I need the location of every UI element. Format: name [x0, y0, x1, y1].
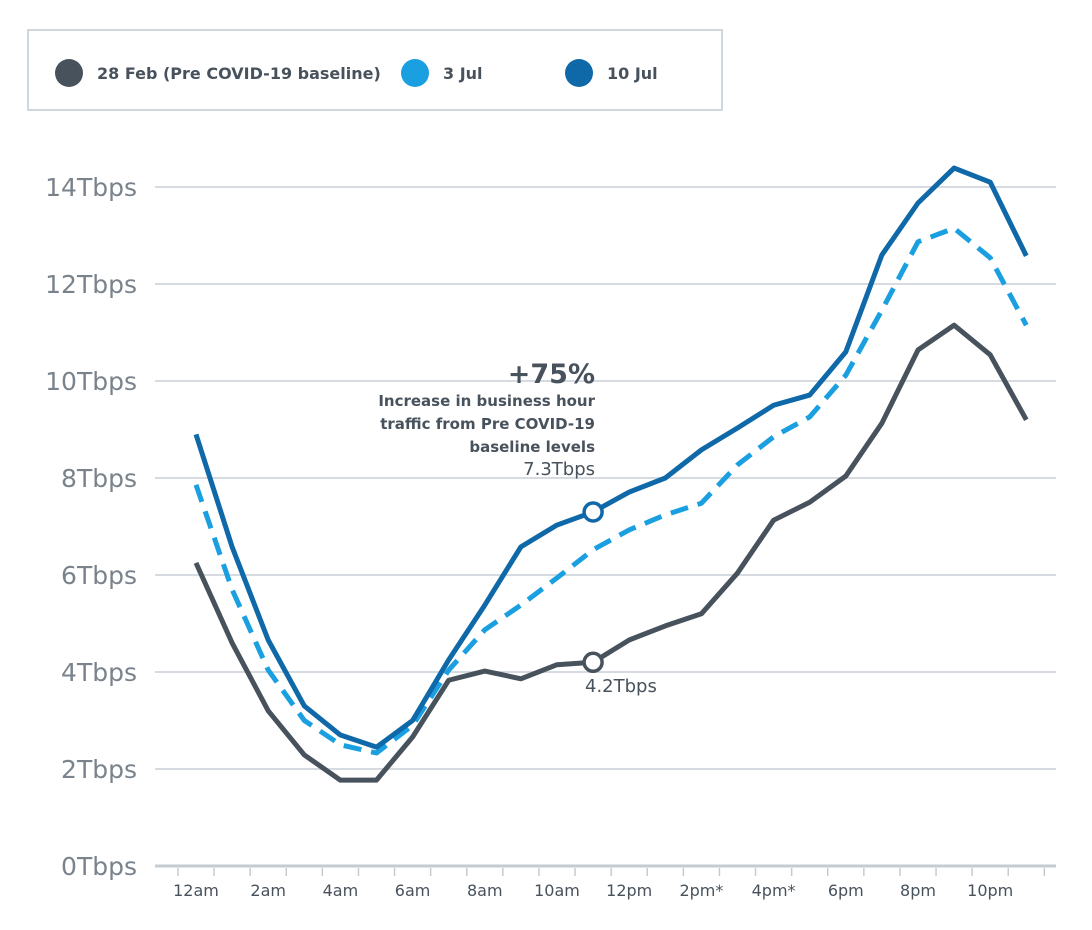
- y-tick-label: 6Tbps: [61, 561, 137, 590]
- annotation-description: traffic from Pre COVID-19: [380, 415, 595, 433]
- series-line-0: [193, 322, 1029, 783]
- legend-item-28feb: 28 Feb (Pre COVID-19 baseline): [55, 59, 381, 87]
- y-tick-label: 10Tbps: [45, 367, 137, 396]
- series-line-1: [193, 225, 1029, 756]
- x-tick-label: 6am: [395, 881, 431, 900]
- x-tick-label: 10pm: [967, 881, 1013, 900]
- x-tick-label: 8am: [467, 881, 503, 900]
- annotation-description: baseline levels: [469, 438, 595, 456]
- x-tick-label: 8pm: [900, 881, 936, 900]
- annotation-headline: +75%: [508, 359, 595, 390]
- legend-swatch-dark: [55, 59, 83, 87]
- legend-label: 10 Jul: [607, 63, 658, 83]
- legend-label: 3 Jul: [443, 63, 483, 83]
- legend-swatch-blue: [565, 59, 593, 87]
- data-point-marker: [582, 501, 604, 523]
- legend-swatch-light: [401, 59, 429, 87]
- x-tick-label: 12am: [173, 881, 219, 900]
- legend-item-3jul: 3 Jul: [401, 59, 483, 87]
- y-tick-label: 0Tbps: [61, 852, 137, 881]
- x-tick-label: 4am: [323, 881, 359, 900]
- legend-item-10jul: 10 Jul: [565, 59, 658, 87]
- x-tick-label: 12pm: [606, 881, 652, 900]
- data-point-marker: [582, 651, 604, 674]
- y-tick-label: 4Tbps: [61, 658, 137, 687]
- x-tick-label: 10am: [534, 881, 580, 900]
- annotation-high-label: 7.3Tbps: [523, 459, 595, 480]
- y-tick-label: 2Tbps: [61, 755, 137, 784]
- annotation-description: Increase in business hour: [378, 392, 595, 410]
- y-tick-label: 14Tbps: [45, 173, 137, 202]
- annotation-low-label: 4.2Tbps: [585, 676, 657, 697]
- x-tick-label: 4pm*: [752, 881, 796, 900]
- y-tick-label: 8Tbps: [61, 464, 137, 493]
- series-line-2: [193, 165, 1029, 750]
- y-tick-label: 12Tbps: [45, 270, 137, 299]
- x-tick-label: 2am: [250, 881, 286, 900]
- x-tick-label: 2pm*: [679, 881, 723, 900]
- legend: 28 Feb (Pre COVID-19 baseline) 3 Jul 10 …: [27, 29, 723, 111]
- legend-label: 28 Feb (Pre COVID-19 baseline): [97, 63, 381, 83]
- x-tick-label: 6pm: [828, 881, 864, 900]
